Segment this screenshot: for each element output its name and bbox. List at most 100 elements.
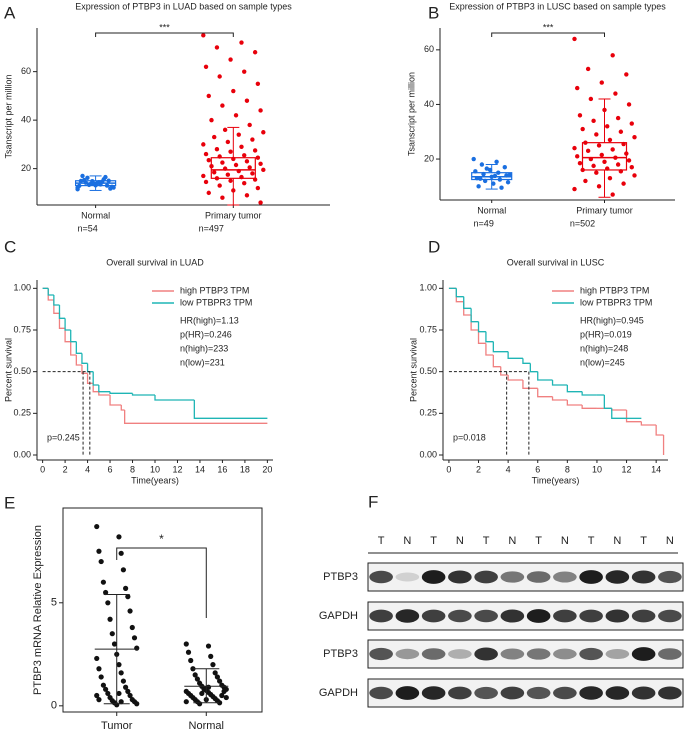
band [369,686,393,700]
survival-step [47,288,54,301]
data-point [615,115,621,121]
data-point [575,85,580,91]
survival-step [485,343,494,356]
data-point [239,144,244,150]
band [421,686,446,700]
y-tick-label: 60 [21,66,31,76]
band [553,686,577,700]
data-point [220,160,225,165]
p-value: p=0.245 [47,433,80,443]
y-tick-label: 40 [21,115,31,125]
data-point [244,193,250,198]
annotation: HR(high)=1.13 [180,315,239,325]
x-tick-label: 6 [535,464,540,474]
band [395,609,420,623]
x-tick-label: 4 [506,464,511,474]
blot-strip [367,639,684,669]
band [631,686,656,700]
data-point [125,594,131,600]
data-point [505,180,511,185]
significance: *** [159,22,170,32]
x-tick-label: 10 [592,464,602,474]
data-point [221,688,227,694]
y-axis-label: Percent survival [3,338,13,402]
band [605,686,630,700]
data-point [228,178,233,183]
data-point [190,666,196,672]
legend-label: high PTBP3 TPM [580,285,649,295]
survival-step [603,395,612,409]
data-point [494,159,499,164]
data-point [594,132,599,137]
survival-step [92,383,99,393]
x-tick-label: 16 [217,464,227,474]
y-tick-label: 0.75 [13,324,31,334]
band [658,648,682,660]
band [526,609,551,623]
data-point [233,162,239,168]
x-axis-label: Time(years) [532,475,580,485]
significance: *** [543,22,554,32]
annotation: p(HR)=0.019 [580,329,632,339]
survival-step [566,385,583,393]
data-point [575,154,580,159]
data-point [203,179,209,185]
survival-step [58,313,66,329]
data-point [261,130,266,135]
band [605,648,630,660]
survival-step [75,355,82,366]
y-tick-label: 0.25 [13,408,31,418]
data-point [96,548,102,554]
significance: * [159,532,164,546]
data-point [629,121,634,126]
legend-label: low PTBPR3 TPM [180,297,252,307]
data-point [572,36,577,42]
survival-step [109,391,133,394]
survival-step [477,330,486,344]
data-point [192,672,198,678]
band [369,570,393,584]
data-point [252,148,258,153]
band [658,609,682,623]
data-point [255,155,261,160]
band [658,686,682,700]
significance-bracket [116,547,207,618]
data-point [118,550,124,556]
data-point [118,670,124,676]
survival-step [193,400,268,419]
band [448,570,472,584]
panel-letter: F [368,492,378,511]
survival-step [507,375,523,381]
band [474,686,498,700]
data-point [231,88,236,94]
y-tick-label: 0.75 [419,324,437,334]
data-point [244,159,250,164]
data-point [236,132,241,137]
annotation: n(low)=231 [180,357,225,367]
x-tick-label: 12 [172,464,182,474]
band [579,647,603,661]
survival-step [53,300,60,314]
survival-step [611,408,627,419]
band [579,686,603,700]
data-point [85,175,90,181]
band [474,647,498,661]
survival-step [485,331,494,343]
data-point [583,178,588,184]
data-point [244,98,250,103]
x-tick-label: 4 [85,464,90,474]
x-tick-label: 0 [446,464,451,474]
y-tick-label: 20 [424,153,434,163]
band [631,647,656,661]
band [579,570,603,584]
data-point [75,187,80,192]
panel-letter: D [428,237,440,256]
data-point [214,45,220,50]
lane-label: T [378,535,385,547]
data-point [185,649,192,655]
data-point [228,57,233,62]
data-point [632,173,637,178]
x-tick-label: 14 [195,464,205,474]
band [369,609,393,623]
